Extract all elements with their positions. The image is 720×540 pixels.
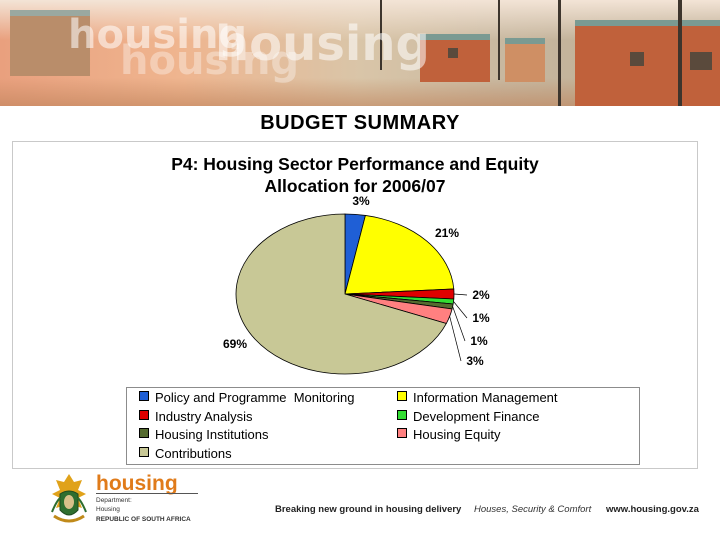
legend-item: Housing Institutions xyxy=(139,427,268,442)
legend-swatch xyxy=(139,446,149,457)
pie-data-label: 2% xyxy=(472,288,490,302)
chart-title-line2: Allocation for 2006/07 xyxy=(265,176,446,196)
legend-swatch xyxy=(139,409,149,420)
pie-slice xyxy=(344,214,455,295)
legend-item: Industry Analysis xyxy=(139,409,253,424)
legend-label: Housing Equity xyxy=(413,427,501,442)
coat-of-arms-logo xyxy=(51,474,87,523)
pie-data-label: 21% xyxy=(435,226,459,240)
legend-label: Contributions xyxy=(155,445,232,461)
legend-swatch xyxy=(139,428,149,438)
pie-data-label: 69% xyxy=(223,337,247,351)
banner-window xyxy=(448,48,458,58)
legend-item: Development Finance xyxy=(397,409,539,424)
pie-data-label: 3% xyxy=(466,354,484,368)
pie-leader-line xyxy=(453,301,468,319)
legend-label: Industry Analysis xyxy=(155,408,253,424)
department-name: Housing xyxy=(96,506,120,513)
brand-wordmark: housing xyxy=(96,472,178,495)
chart-panel: P4: Housing Sector Performance and Equit… xyxy=(12,141,698,469)
footer-tagline: Breaking new ground in housing delivery xyxy=(275,504,462,515)
legend-swatch xyxy=(397,409,407,420)
pie-labels: 3% 21% 2% 1% 1% 3% 69% xyxy=(223,194,490,368)
legend-item: Housing Equity xyxy=(397,427,500,442)
legend-swatch xyxy=(397,391,407,401)
pie-data-label: 3% xyxy=(352,194,370,208)
banner-pole xyxy=(558,0,561,106)
legend-label: Policy and Programme Monitoring xyxy=(155,390,355,405)
legend-swatch xyxy=(397,428,407,438)
legend-swatch xyxy=(139,391,149,401)
pie-leader-line xyxy=(452,306,466,342)
page-title: BUDGET SUMMARY xyxy=(260,112,460,134)
pie-leader-line xyxy=(449,316,462,362)
pie-slice xyxy=(235,213,447,375)
footer-motto: Houses, Security & Comfort xyxy=(474,504,592,515)
banner-pole xyxy=(678,0,682,106)
legend-label: Development Finance xyxy=(413,408,540,424)
banner-window xyxy=(630,52,644,66)
pie-chart: P4: Housing Sector Performance and Equit… xyxy=(171,154,539,375)
banner-house xyxy=(420,34,490,82)
pie-data-label: 1% xyxy=(470,334,488,348)
legend-label: Housing Institutions xyxy=(155,427,269,442)
banner-watermark: housing xyxy=(215,16,430,72)
chart-title-line1: P4: Housing Sector Performance and Equit… xyxy=(171,154,539,174)
banner-watermark: housing xyxy=(68,12,248,58)
banner-pole xyxy=(380,0,382,70)
banner-watermark: housing xyxy=(120,38,300,84)
legend-item: Contributions xyxy=(139,446,232,461)
brand-divider xyxy=(96,493,198,494)
chart-legend: Policy and Programme Monitoring Informati… xyxy=(126,387,640,465)
banner-window xyxy=(690,52,712,70)
footer-url-link[interactable]: www.housing.gov.za xyxy=(606,504,699,515)
pie-data-label: 1% xyxy=(472,311,490,325)
banner-house xyxy=(10,10,90,76)
banner-pole xyxy=(498,0,500,80)
legend-item: Policy and Programme Monitoring xyxy=(139,390,354,405)
header-banner: housing housing housing xyxy=(0,0,720,106)
legend-item: Information Management xyxy=(397,390,558,405)
legend-label: Information Management xyxy=(413,390,558,405)
country-name: REPUBLIC OF SOUTH AFRICA xyxy=(96,516,191,523)
banner-house xyxy=(505,38,545,82)
pie-leader-line xyxy=(453,293,468,296)
pie-slices xyxy=(235,213,455,375)
department-label: Department: xyxy=(96,497,132,504)
